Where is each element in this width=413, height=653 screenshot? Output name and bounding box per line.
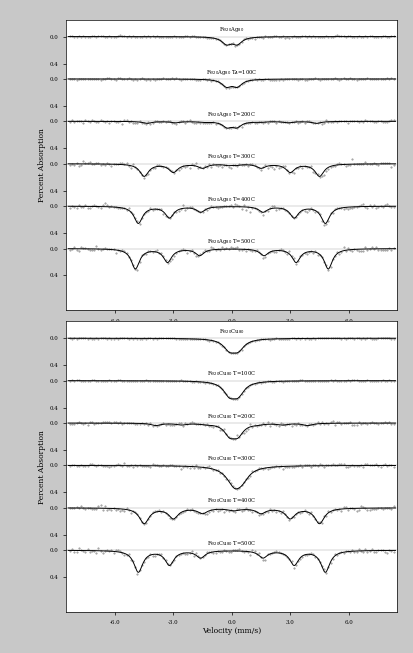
Text: Fe$_{20}$Cu$_{80}$ T=200C: Fe$_{20}$Cu$_{80}$ T=200C: [207, 412, 256, 421]
Text: Fe$_{20}$Ag$_{80}$ T=500C: Fe$_{20}$Ag$_{80}$ T=500C: [207, 237, 256, 246]
Text: Fe$_{20}$Cu$_{80}$: Fe$_{20}$Cu$_{80}$: [218, 327, 244, 336]
Text: Fe$_{20}$Cu$_{80}$ T=300C: Fe$_{20}$Cu$_{80}$ T=300C: [207, 454, 256, 463]
Text: Fe$_{20}$Cu$_{80}$ T=100C: Fe$_{20}$Cu$_{80}$ T=100C: [207, 370, 256, 378]
Y-axis label: Percent Absorption: Percent Absorption: [38, 430, 46, 503]
X-axis label: Velocity (mm/s): Velocity (mm/s): [202, 326, 261, 334]
Y-axis label: Percent Absorption: Percent Absorption: [38, 128, 46, 202]
Text: Fe$_{20}$Ag$_{80}$ T=400C: Fe$_{20}$Ag$_{80}$ T=400C: [207, 195, 256, 204]
Text: Fe$_{20}$Ag$_{80}$ T=300C: Fe$_{20}$Ag$_{80}$ T=300C: [207, 152, 256, 161]
Text: Fe$_{20}$Ag$_{80}$ T$_A$=100C: Fe$_{20}$Ag$_{80}$ T$_A$=100C: [206, 68, 257, 76]
Text: Fe$_{20}$Cu$_{80}$ T=500C: Fe$_{20}$Cu$_{80}$ T=500C: [207, 539, 256, 548]
Text: Fe$_{20}$Ag$_{80}$ T=200C: Fe$_{20}$Ag$_{80}$ T=200C: [207, 110, 256, 119]
Text: Fe$_{20}$Ag$_{80}$: Fe$_{20}$Ag$_{80}$: [218, 25, 244, 34]
X-axis label: Velocity (mm/s): Velocity (mm/s): [202, 628, 261, 635]
Text: Fe$_{20}$Cu$_{80}$ T=400C: Fe$_{20}$Cu$_{80}$ T=400C: [207, 496, 256, 505]
